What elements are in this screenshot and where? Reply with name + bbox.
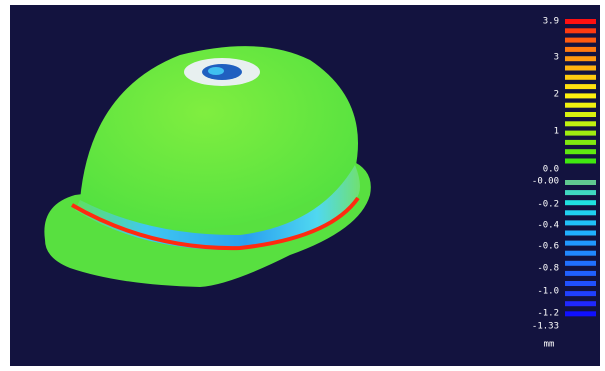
color-swatch xyxy=(565,281,596,286)
color-swatch xyxy=(565,121,596,126)
color-swatch xyxy=(565,200,596,205)
scale-label: -1.33 xyxy=(532,322,559,332)
color-swatch xyxy=(565,271,596,276)
color-swatch xyxy=(565,261,596,266)
color-swatch xyxy=(565,241,596,246)
color-swatch xyxy=(565,84,596,89)
viewer: 3.9 3 2 1 0.0 -0.00 -0.2 -0.4 -0.6 -0.8 -1.0 -1.2 -1… xyxy=(0,0,605,371)
color-swatch xyxy=(565,75,596,80)
scale-label: 3 xyxy=(554,53,559,63)
color-swatch xyxy=(565,231,596,236)
color-swatch xyxy=(565,291,596,296)
color-swatch xyxy=(565,190,596,195)
color-swatch xyxy=(565,56,596,61)
scale-label: -0.8 xyxy=(537,264,559,274)
color-swatch xyxy=(565,19,596,24)
color-swatch xyxy=(565,159,596,164)
scale-label: -0.2 xyxy=(537,200,559,210)
color-swatch xyxy=(565,140,596,145)
unit-label: mm xyxy=(544,340,555,350)
scale-label: -0.00 xyxy=(532,177,559,187)
color-swatch xyxy=(565,180,596,185)
color-swatch xyxy=(565,131,596,136)
color-swatch xyxy=(565,301,596,306)
color-swatch xyxy=(565,251,596,256)
color-swatch xyxy=(565,103,596,108)
color-swatch xyxy=(565,112,596,117)
color-swatch xyxy=(565,47,596,52)
scale-label: -1.0 xyxy=(537,287,559,297)
color-swatch xyxy=(565,66,596,71)
color-swatch xyxy=(565,28,596,33)
color-swatch xyxy=(565,210,596,215)
scale-label: 3.9 xyxy=(543,17,559,27)
color-swatch xyxy=(565,220,596,225)
scale-label: 0.0 xyxy=(543,165,559,175)
scale-label: 2 xyxy=(554,90,559,100)
color-swatch xyxy=(565,38,596,43)
color-swatch xyxy=(565,93,596,98)
scale-label: 1 xyxy=(554,127,559,137)
color-swatch xyxy=(565,311,596,316)
scale-label: -1.2 xyxy=(537,309,559,319)
color-swatch xyxy=(565,149,596,154)
scale-label: -0.4 xyxy=(537,221,559,231)
scale-label: -0.6 xyxy=(537,242,559,252)
